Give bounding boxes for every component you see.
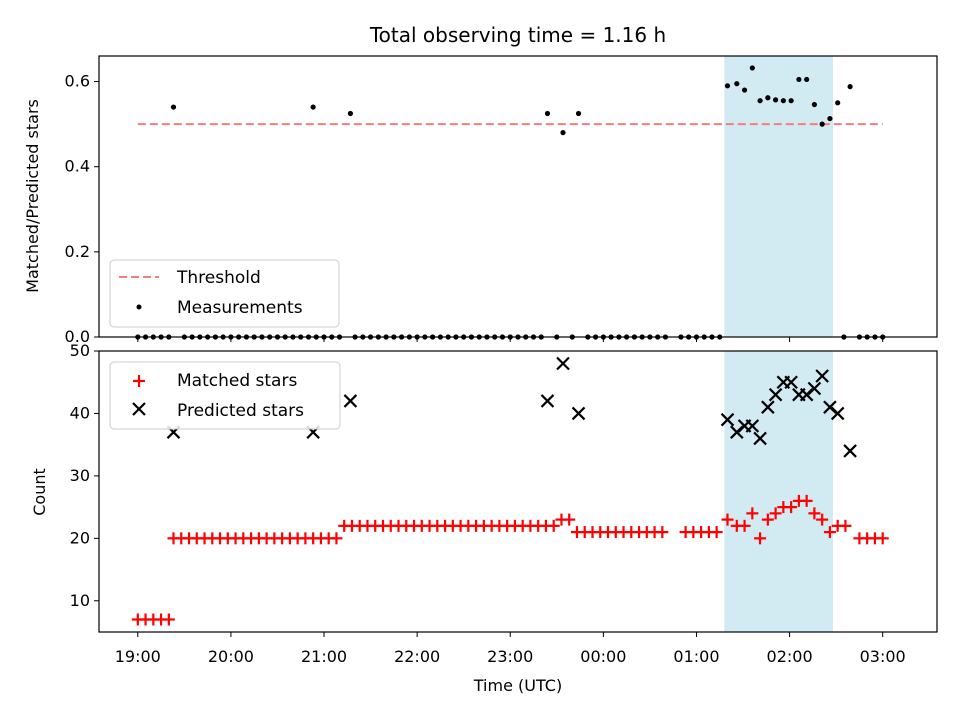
x-tick-label: 22:00 xyxy=(394,647,440,666)
legend-predicted-swatch xyxy=(132,402,146,416)
bottom-y-tick-label: 30 xyxy=(70,466,90,485)
predicted-star-marker xyxy=(745,419,760,433)
predicted-star-marker xyxy=(343,394,358,408)
matched-star-marker xyxy=(800,494,813,507)
measurement-point xyxy=(796,76,802,83)
predicted-star-marker xyxy=(830,406,845,421)
measurement-point xyxy=(827,115,833,122)
x-tick-label: 21:00 xyxy=(301,647,347,666)
measurement-point xyxy=(765,95,771,101)
matched-star-marker xyxy=(162,613,175,626)
predicted-star-marker xyxy=(843,444,857,458)
measurement-point xyxy=(811,101,818,108)
legend-matched-label: Matched stars xyxy=(177,371,297,391)
matched-star-marker xyxy=(710,526,723,539)
top-y-tick-label: 0.6 xyxy=(65,72,90,91)
predicted-star-marker xyxy=(720,412,735,427)
top-y-tick-label: 0.2 xyxy=(65,242,90,261)
top-legend: Threshold Measurements xyxy=(109,259,340,328)
predicted-star-marker xyxy=(815,369,829,383)
predicted-star-marker xyxy=(571,406,586,421)
bottom-y-axis-label: Count xyxy=(30,468,49,516)
top-y-axis-label: Matched/Predicted stars xyxy=(23,99,42,293)
matched-star-marker xyxy=(816,513,829,526)
matched-star-marker xyxy=(656,526,669,539)
matched-star-marker xyxy=(823,526,836,539)
x-axis-label: Time (UTC) xyxy=(473,676,562,695)
measurement-point xyxy=(819,121,825,127)
matched-star-marker xyxy=(808,507,821,520)
x-tick-label: 01:00 xyxy=(673,647,719,666)
measurement-point xyxy=(835,100,841,106)
predicted-star-marker xyxy=(768,387,783,402)
bottom-legend-box xyxy=(109,361,341,430)
predicted-star-marker xyxy=(761,400,775,414)
predicted-star-marker xyxy=(540,394,555,408)
predicted-star-marker xyxy=(556,356,570,371)
x-tick-label: 19:00 xyxy=(115,647,161,666)
top-y-tick-label: 0.4 xyxy=(65,157,90,176)
matched-star-marker xyxy=(330,532,343,545)
measurement-point xyxy=(170,104,177,110)
top-legend-box xyxy=(109,259,340,328)
measurement-point xyxy=(741,87,748,93)
matched-star-marker xyxy=(721,513,734,526)
matched-star-marker xyxy=(547,519,560,532)
matched-star-marker xyxy=(785,501,798,514)
measurement-point xyxy=(773,97,779,103)
legend-matched-swatch xyxy=(133,375,145,387)
measurement-point xyxy=(310,104,316,110)
measurement-point xyxy=(544,110,551,117)
bottom-y-tick-label: 20 xyxy=(70,528,90,547)
matched-star-marker xyxy=(876,532,889,545)
legend-measurements-label: Measurements xyxy=(177,298,303,318)
legend-threshold-label: Threshold xyxy=(176,268,261,288)
legend-predicted-label: Predicted stars xyxy=(177,401,304,421)
top-y-tick-label: 0.0 xyxy=(65,327,90,346)
measurement-point xyxy=(804,76,810,83)
matched-star-marker xyxy=(839,519,852,532)
panel-ratio: Total observing time = 1.16 h Matched/Pr… xyxy=(23,23,938,346)
bottom-y-tick-label: 40 xyxy=(70,403,90,422)
top-plot-frame xyxy=(98,55,938,338)
measurement-point xyxy=(560,130,566,136)
panel-counts: Count Time (UTC) 10 20 30 40 50 19:00 20:00 21:… xyxy=(30,341,938,695)
x-tick-label: 03:00 xyxy=(860,647,906,666)
predicted-star-marker xyxy=(753,431,767,446)
measurement-point xyxy=(347,110,353,117)
measurement-point xyxy=(788,98,794,104)
x-tick-label: 00:00 xyxy=(580,647,626,666)
measurement-point xyxy=(757,98,763,104)
predicted-star-marker xyxy=(807,381,822,396)
measurement-point xyxy=(575,110,582,117)
bottom-y-tick-label: 10 xyxy=(70,591,90,610)
measurement-point xyxy=(749,65,755,71)
matched-star-marker xyxy=(754,532,767,545)
bottom-y-tick-label: 50 xyxy=(70,341,90,360)
matched-star-marker xyxy=(738,519,751,532)
matched-star-marker xyxy=(769,507,782,520)
x-tick-label: 23:00 xyxy=(487,647,533,666)
top-shaded-interval xyxy=(724,56,834,337)
measurement-point xyxy=(780,98,786,104)
measurement-point xyxy=(734,81,740,87)
matched-star-marker xyxy=(563,513,576,526)
matched-star-marker xyxy=(746,507,759,520)
predicted-star-marker xyxy=(784,375,798,390)
measurement-point xyxy=(847,84,853,90)
measurement-point xyxy=(724,83,731,89)
chart-title: Total observing time = 1.16 h xyxy=(369,23,666,47)
x-tick-label: 02:00 xyxy=(767,647,813,666)
legend-measurements-swatch xyxy=(136,304,142,310)
x-tick-label: 20:00 xyxy=(208,647,254,666)
matched-star-marker xyxy=(761,513,774,526)
bottom-legend: Matched stars Predicted stars xyxy=(109,361,341,430)
bottom-plot-frame xyxy=(98,350,938,633)
